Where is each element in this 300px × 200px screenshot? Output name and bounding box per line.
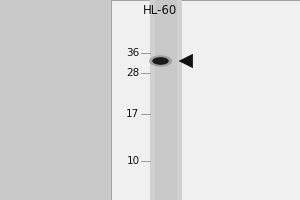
Bar [155,0,177,200]
Bar [150,0,182,200]
Text: 17: 17 [126,109,140,119]
Polygon shape [178,54,193,68]
Text: 36: 36 [126,48,140,58]
Text: 10: 10 [126,156,140,166]
Ellipse shape [152,57,169,65]
Ellipse shape [149,55,172,67]
Text: 28: 28 [126,68,140,78]
Text: HL-60: HL-60 [143,4,178,18]
Bar [111,0,300,200]
